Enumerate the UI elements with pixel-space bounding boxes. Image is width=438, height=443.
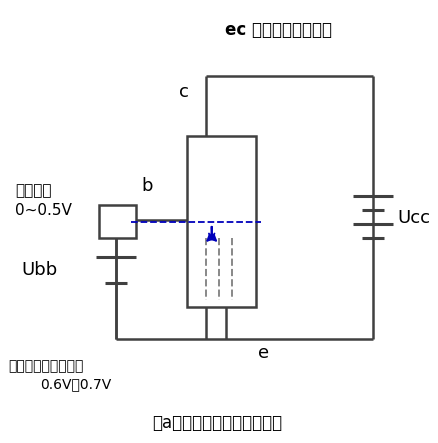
Text: 硅管为例: 硅管为例	[15, 183, 51, 198]
Bar	[187, 136, 256, 307]
Text: Ubb: Ubb	[21, 261, 58, 279]
Bar	[99, 205, 136, 238]
Text: 硅管导通门限电压为: 硅管导通门限电压为	[8, 359, 83, 373]
Text: （a）水龙头闸门关紧的状态: （a）水龙头闸门关紧的状态	[152, 414, 283, 432]
Text: b: b	[141, 177, 153, 195]
Text: 0~0.5V: 0~0.5V	[15, 202, 72, 218]
Text: e: e	[258, 344, 269, 362]
Text: 0.6V～0.7V: 0.6V～0.7V	[40, 377, 111, 391]
Text: c: c	[179, 83, 189, 101]
Text: ec 之间电阻值无穷大: ec 之间电阻值无穷大	[225, 21, 332, 39]
Text: Ucc: Ucc	[398, 209, 431, 227]
